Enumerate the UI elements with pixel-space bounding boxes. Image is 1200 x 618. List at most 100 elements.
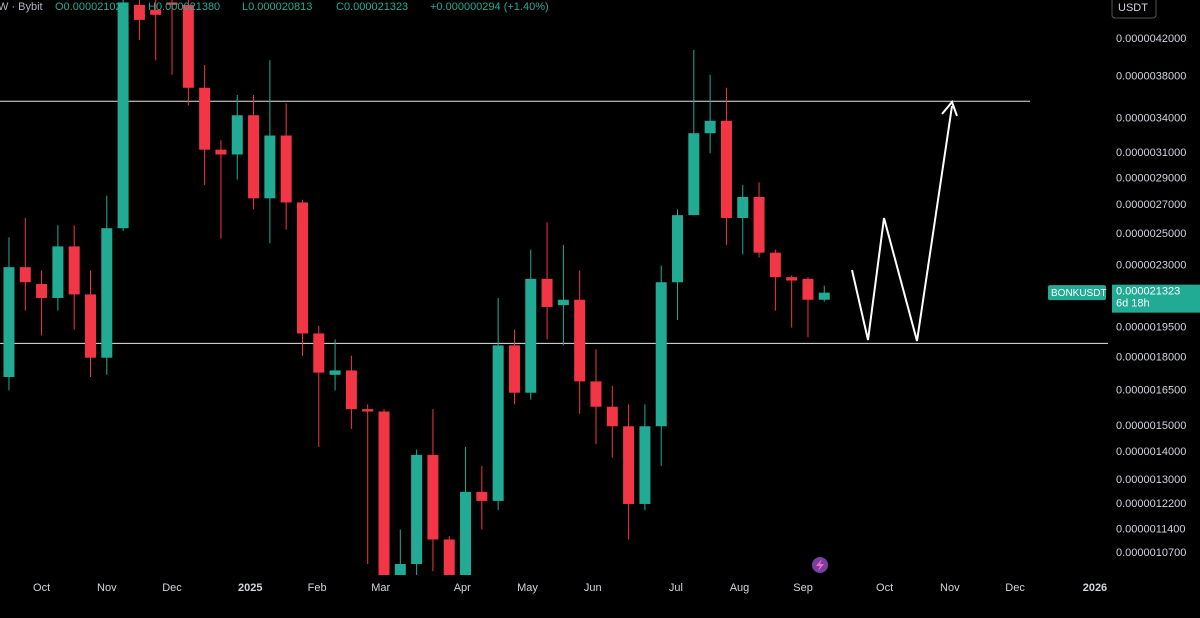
- candle-body: [36, 283, 48, 298]
- candle-body: [557, 299, 569, 306]
- x-tick-label: Nov: [940, 582, 960, 594]
- plot-area: [0, 0, 1108, 575]
- candle-body: [574, 299, 586, 382]
- y-tick-label: 0.0000011400: [1116, 523, 1186, 535]
- candle-body: [166, 2, 178, 5]
- candle-body: [362, 409, 374, 412]
- header-high: H0.000021380: [148, 1, 220, 13]
- header-change: +0.000000294 (+1.40%): [430, 1, 549, 13]
- candle-body: [639, 426, 651, 504]
- candle-body: [786, 277, 798, 281]
- x-tick-label: May: [517, 582, 538, 594]
- candle-body: [329, 370, 341, 375]
- candle-body: [688, 133, 700, 216]
- y-tick-label: 0.0000015000: [1116, 420, 1186, 432]
- x-tick-label: Jul: [669, 582, 683, 594]
- x-tick-label: Dec: [162, 582, 182, 594]
- y-tick-label: 0.0000031000: [1116, 147, 1186, 159]
- candle-body: [590, 381, 602, 407]
- event-icon-bolt: [816, 559, 824, 571]
- candle-body: [525, 278, 537, 393]
- countdown: 6d 18h: [1116, 298, 1150, 310]
- candle-body: [443, 539, 455, 575]
- candle-body: [769, 252, 781, 278]
- x-tick-label: 2025: [238, 582, 262, 594]
- y-tick-label: 0.0000013000: [1116, 474, 1186, 486]
- candle-body: [101, 228, 113, 358]
- candle-body: [3, 267, 15, 377]
- candle-body: [411, 454, 423, 564]
- candle-body: [231, 115, 243, 155]
- y-tick-label: 0.0000023000: [1116, 259, 1186, 271]
- candle-body: [720, 120, 732, 218]
- projection-path: [851, 105, 953, 342]
- y-tick-label: 0.0000018000: [1116, 352, 1186, 364]
- candle-body: [133, 4, 145, 20]
- header-close: C0.000021323: [336, 1, 408, 13]
- y-tick-label: 0.0000042000: [1116, 33, 1186, 45]
- candle-body: [460, 491, 472, 575]
- x-tick-label: Oct: [876, 582, 893, 594]
- candle-body: [492, 345, 504, 501]
- y-tick-label: 0.0000034000: [1116, 112, 1186, 124]
- candle-body: [68, 246, 80, 295]
- candle-body: [737, 196, 749, 218]
- candle-body: [394, 563, 406, 575]
- candle-body: [150, 9, 162, 15]
- candle-body: [296, 202, 308, 334]
- candle-body: [476, 491, 488, 501]
- candle-body: [704, 120, 716, 134]
- candle-body: [753, 196, 765, 253]
- y-tick-label: 0.0000029000: [1116, 172, 1186, 184]
- candle-body: [264, 135, 276, 199]
- candle-body: [427, 454, 439, 540]
- x-tick-label: Jun: [584, 582, 602, 594]
- last-price: 0.000021323: [1116, 286, 1180, 298]
- x-tick-label: Oct: [33, 582, 50, 594]
- y-tick-label: 0.0000012200: [1116, 498, 1186, 510]
- currency-box[interactable]: [1111, 0, 1157, 19]
- candle-body: [215, 149, 227, 155]
- price-tag-box: [1112, 284, 1200, 313]
- y-tick-label: 0.0000027000: [1116, 199, 1186, 211]
- y-tick-label: 0.0000019500: [1116, 322, 1186, 334]
- candle-body: [672, 215, 684, 283]
- candle-body: [345, 370, 357, 410]
- projection-arrowhead: [941, 100, 958, 117]
- candle-body: [52, 246, 64, 298]
- candle-body: [19, 267, 31, 283]
- header-open: O0.000021029: [55, 1, 128, 13]
- symbol-tag: [1048, 285, 1106, 301]
- header-source: W · Bybit: [0, 1, 43, 13]
- candle-body: [182, 4, 194, 88]
- x-tick-label: Dec: [1005, 582, 1025, 594]
- candle-body: [606, 406, 618, 427]
- candle-body: [655, 282, 667, 427]
- currency: USDT: [1118, 2, 1148, 14]
- candle-body: [248, 115, 260, 199]
- candle-body: [117, 2, 129, 229]
- candle-body: [802, 278, 814, 300]
- candle-body: [508, 345, 520, 393]
- x-tick-label: Feb: [308, 582, 327, 594]
- candle-body: [818, 292, 830, 300]
- y-tick-label: 0.0000038000: [1116, 71, 1186, 83]
- y-tick-label: 0.0000016500: [1116, 384, 1186, 396]
- x-tick-label: Aug: [730, 582, 750, 594]
- candle-body: [541, 278, 553, 307]
- candle-body: [84, 294, 96, 358]
- x-tick-label: 2026: [1083, 582, 1107, 594]
- x-tick-label: Apr: [454, 582, 471, 594]
- y-tick-label: 0.0000025000: [1116, 228, 1186, 240]
- candle-body: [623, 426, 635, 504]
- candle-body: [199, 87, 211, 150]
- x-tick-label: Nov: [97, 582, 117, 594]
- y-tick-label: 0.0000010700: [1116, 547, 1186, 559]
- symbol: BONKUSDT: [1051, 288, 1107, 299]
- y-tick-label: 0.0000014000: [1116, 446, 1186, 458]
- x-tick-label: Sep: [793, 582, 813, 594]
- x-tick-label: Mar: [371, 582, 390, 594]
- candle-body: [313, 333, 325, 373]
